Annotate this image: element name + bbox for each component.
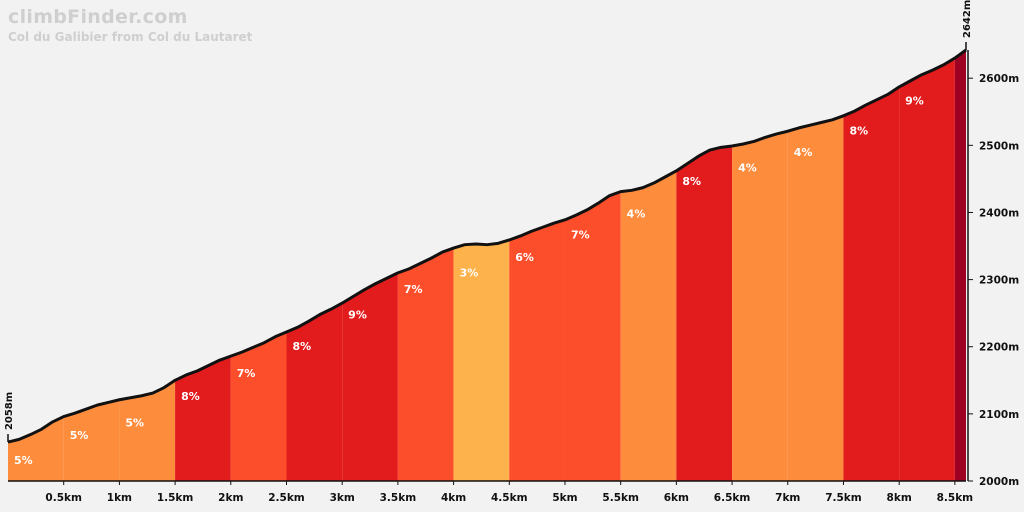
gradient-segment-0 [8, 416, 64, 481]
gradient-label-10: 7% [571, 228, 590, 241]
brand-title: climbFinder.com [8, 6, 188, 28]
gradient-labels: 5% 5% 5% 8% 7% 8% 9% 7% 3% 6% 7% 4% 8% 4% 4% 8% 9% [14, 94, 924, 467]
gradient-segment-16 [899, 58, 955, 482]
axes: 0.5km 1km 1.5km 2km 2.5km 3km 3.5km 4km 4.5km 5km… [8, 50, 1019, 504]
gradient-segment-15 [843, 86, 900, 482]
gradient-segment-6 [342, 272, 398, 481]
gradient-label-3: 8% [181, 390, 200, 403]
gradient-label-14: 4% [794, 146, 813, 159]
elevation-markers: 2058m 2642m [4, 0, 973, 443]
x-tick-label-11: 6km [664, 492, 689, 504]
y-tick-label-1: 2100m [979, 409, 1019, 421]
gradient-segment-1 [63, 399, 120, 481]
gradient-label-11: 4% [627, 207, 646, 220]
climb-title: Col du Galibier from Col du Lautaret [8, 30, 253, 44]
gradient-segment-11 [620, 170, 677, 481]
gradient-label-15: 8% [849, 124, 868, 137]
y-tick-label-0: 2000m [979, 476, 1019, 488]
gradient-segment-3 [175, 356, 231, 481]
gradient-segment-12 [676, 146, 733, 481]
x-tick-label-0: 0.5km [45, 492, 82, 504]
x-tick-label-7: 4km [441, 492, 466, 504]
x-tick-label-13: 7km [775, 492, 800, 504]
gradient-label-1: 5% [70, 429, 89, 442]
gradient-label-8: 3% [460, 266, 479, 279]
profile-line [7, 48, 967, 444]
gradient-label-13: 4% [738, 161, 757, 174]
y-tick-label-5: 2500m [979, 140, 1019, 152]
x-tick-label-4: 2.5km [268, 492, 305, 504]
start-elevation-label: 2058m [4, 392, 15, 430]
gradient-label-6: 9% [348, 309, 367, 322]
y-tick-label-4: 2400m [979, 207, 1019, 219]
x-tick-label-1: 1km [107, 492, 132, 504]
gradient-label-4: 7% [237, 367, 256, 380]
x-tick-label-3: 2km [218, 492, 243, 504]
gradient-segment-8 [453, 239, 510, 481]
x-tick-label-12: 6.5km [714, 492, 751, 504]
gradient-label-16: 9% [905, 94, 924, 107]
x-tick-label-14: 7.5km [825, 492, 862, 504]
x-tick-label-8: 4.5km [491, 492, 528, 504]
gradient-segment-5 [286, 303, 343, 481]
gradient-segment-7 [397, 248, 454, 481]
gradient-label-9: 6% [515, 251, 534, 264]
x-tick-label-5: 3km [330, 492, 355, 504]
gradient-segment-14 [787, 115, 844, 481]
gradient-segment-9 [509, 219, 565, 481]
gradient-segment-2 [119, 380, 176, 481]
gradient-label-0: 5% [14, 454, 33, 467]
gradient-label-2: 5% [125, 416, 144, 429]
gradient-label-7: 7% [404, 283, 423, 296]
y-tick-label-3: 2300m [979, 275, 1019, 287]
gradient-label-5: 8% [292, 340, 311, 353]
x-tick-label-10: 5.5km [602, 492, 639, 504]
y-tick-label-2: 2200m [979, 342, 1019, 354]
gradient-segment-4 [230, 331, 287, 481]
end-elevation-label: 2642m [962, 0, 973, 38]
profile-line-layer [7, 48, 967, 444]
x-tick-label-2: 1.5km [157, 492, 194, 504]
x-tick-label-15: 8km [887, 492, 912, 504]
x-tick-label-6: 3.5km [380, 492, 417, 504]
gradient-segments [8, 50, 966, 482]
gradient-segment-10 [564, 191, 621, 481]
gradient-segment-17 [954, 50, 966, 481]
x-tick-label-16: 8.5km [937, 492, 974, 504]
x-tick-label-9: 5km [552, 492, 577, 504]
gradient-label-12: 8% [682, 175, 701, 188]
gradient-segment-13 [732, 131, 788, 482]
y-tick-label-6: 2600m [979, 73, 1019, 85]
